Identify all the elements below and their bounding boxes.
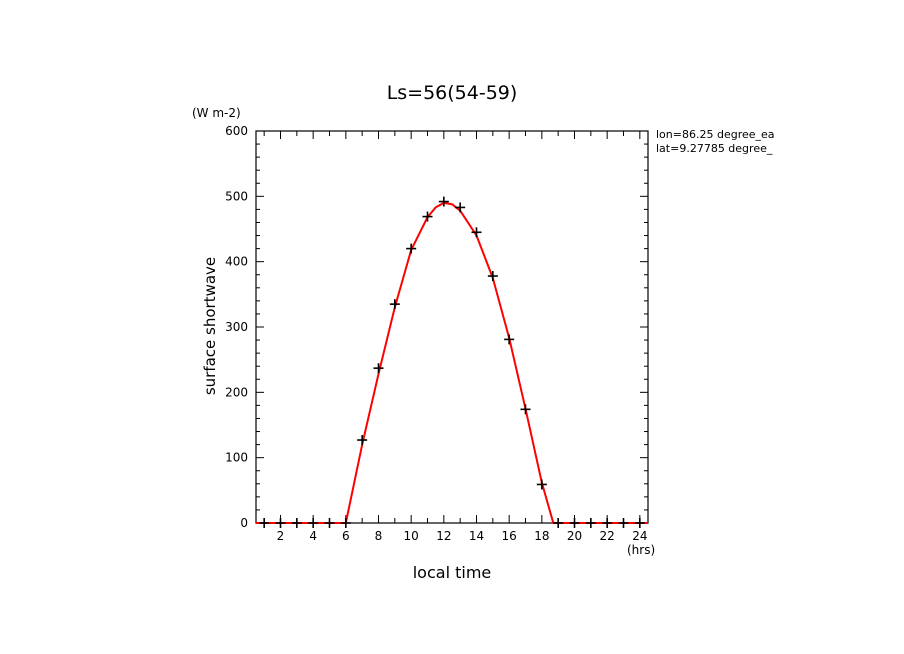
y-tick-label: 600	[225, 124, 248, 138]
data-point-marker	[308, 518, 319, 528]
data-point-marker	[291, 518, 302, 528]
data-point-marker	[602, 518, 613, 528]
data-point-marker	[275, 518, 286, 528]
y-tick-label: 0	[240, 516, 248, 530]
x-tick-label: 16	[502, 529, 517, 543]
data-point-marker	[487, 271, 498, 282]
x-tick-label: 22	[600, 529, 615, 543]
y-tick-label: 400	[225, 255, 248, 269]
lon-annotation: lon=86.25 degree_ea	[656, 128, 775, 141]
x-tick-label: 6	[342, 529, 350, 543]
x-tick-label: 18	[534, 529, 549, 543]
x-tick-label: 20	[567, 529, 582, 543]
x-tick-label: 12	[436, 529, 451, 543]
lat-annotation: lat=9.27785 degree_	[656, 142, 773, 155]
data-point-marker	[340, 518, 351, 528]
x-tick-label: 24	[632, 529, 647, 543]
data-point-marker	[357, 435, 368, 446]
data-point-marker	[634, 518, 645, 528]
axis-ticks	[256, 130, 648, 524]
data-point-marker	[389, 299, 400, 310]
plot-border	[255, 130, 649, 524]
plot-frame	[255, 130, 649, 524]
data-point-marker	[438, 196, 449, 207]
data-point-marker	[504, 334, 515, 345]
data-point-marker	[406, 243, 417, 254]
x-tick-label: 2	[277, 529, 285, 543]
series-line	[256, 201, 648, 524]
data-point-marker	[536, 479, 547, 490]
data-point-marker	[422, 211, 433, 222]
series-layer	[256, 196, 648, 528]
x-tick-label: 4	[309, 529, 317, 543]
data-point-marker	[324, 518, 335, 528]
data-point-marker	[471, 227, 482, 238]
y-unit-label: (W m-2)	[192, 106, 241, 120]
x-tick-label: 14	[469, 529, 484, 543]
x-unit-label: (hrs)	[627, 543, 655, 557]
y-axis-label: surface shortwave	[201, 257, 219, 395]
y-tick-label: 300	[225, 320, 248, 334]
data-point-marker	[585, 518, 596, 528]
y-tick-label: 500	[225, 189, 248, 203]
x-tick-label: 10	[404, 529, 419, 543]
data-point-marker	[520, 404, 531, 415]
x-axis-label: local time	[413, 563, 492, 582]
y-tick-label: 100	[225, 451, 248, 465]
data-point-marker	[259, 518, 270, 528]
data-point-marker	[569, 518, 580, 528]
x-tick-label: 8	[375, 529, 383, 543]
data-point-marker	[455, 202, 466, 213]
data-point-marker	[553, 518, 564, 528]
data-point-marker	[373, 363, 384, 374]
data-point-marker	[618, 518, 629, 528]
chart-title: Ls=56(54-59)	[387, 82, 518, 104]
y-tick-label: 200	[225, 385, 248, 399]
